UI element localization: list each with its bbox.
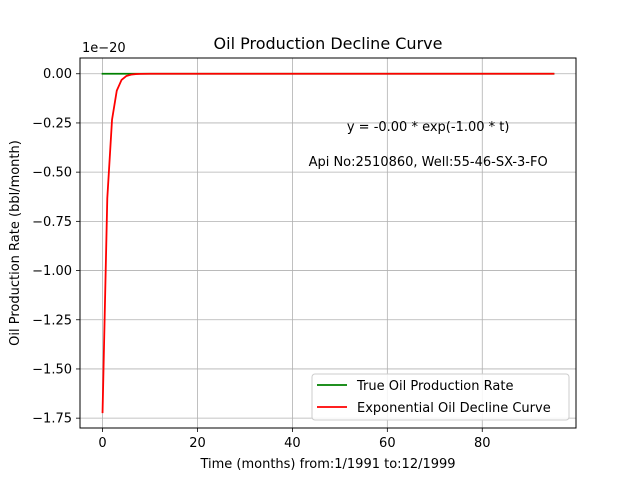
axis-ticks: 0 20 40 60 80 0.00 −0.25 −0.50 −0.75 −1.00 −1.25 −1… <box>32 67 490 451</box>
x-tick-label: 20 <box>189 436 206 451</box>
legend-box <box>311 373 570 421</box>
plot-lines <box>101 72 555 414</box>
x-tick-label: 60 <box>379 436 396 451</box>
chart-title: Oil Production Decline Curve <box>214 34 443 53</box>
y-tick-label: −0.50 <box>32 166 72 181</box>
x-tick-label: 80 <box>474 436 491 451</box>
plot-area-frame <box>79 57 577 429</box>
decline-curve-line <box>101 72 555 414</box>
y-tick-label: −0.25 <box>32 116 72 131</box>
y-tick-label: 0.00 <box>43 67 72 82</box>
y-axis-offset-text: 1e−20 <box>82 41 126 56</box>
x-tick-label: 0 <box>98 436 106 451</box>
y-tick-label: −1.00 <box>32 264 72 279</box>
grid <box>80 58 576 428</box>
legend: True Oil Production Rate Exponential Oil… <box>311 373 570 421</box>
y-tick-label: −1.25 <box>32 313 72 328</box>
equation-annotation: y = -0.00 * exp(-1.00 * t) <box>347 120 510 135</box>
y-axis-label: Oil Production Rate (bbl/month) <box>8 140 23 346</box>
y-tick-label: −1.75 <box>32 412 72 427</box>
legend-label-true-rate: True Oil Production Rate <box>356 379 513 394</box>
y-tick-label: −0.75 <box>32 215 72 230</box>
x-axis-label: Time (months) from:1/1991 to:12/1999 <box>199 457 455 472</box>
x-tick-label: 40 <box>284 436 301 451</box>
y-tick-label: −1.50 <box>32 362 72 377</box>
well-annotation: Api No:2510860, Well:55-46-SX-3-FO <box>309 155 548 170</box>
legend-label-decline-curve: Exponential Oil Decline Curve <box>357 401 551 416</box>
